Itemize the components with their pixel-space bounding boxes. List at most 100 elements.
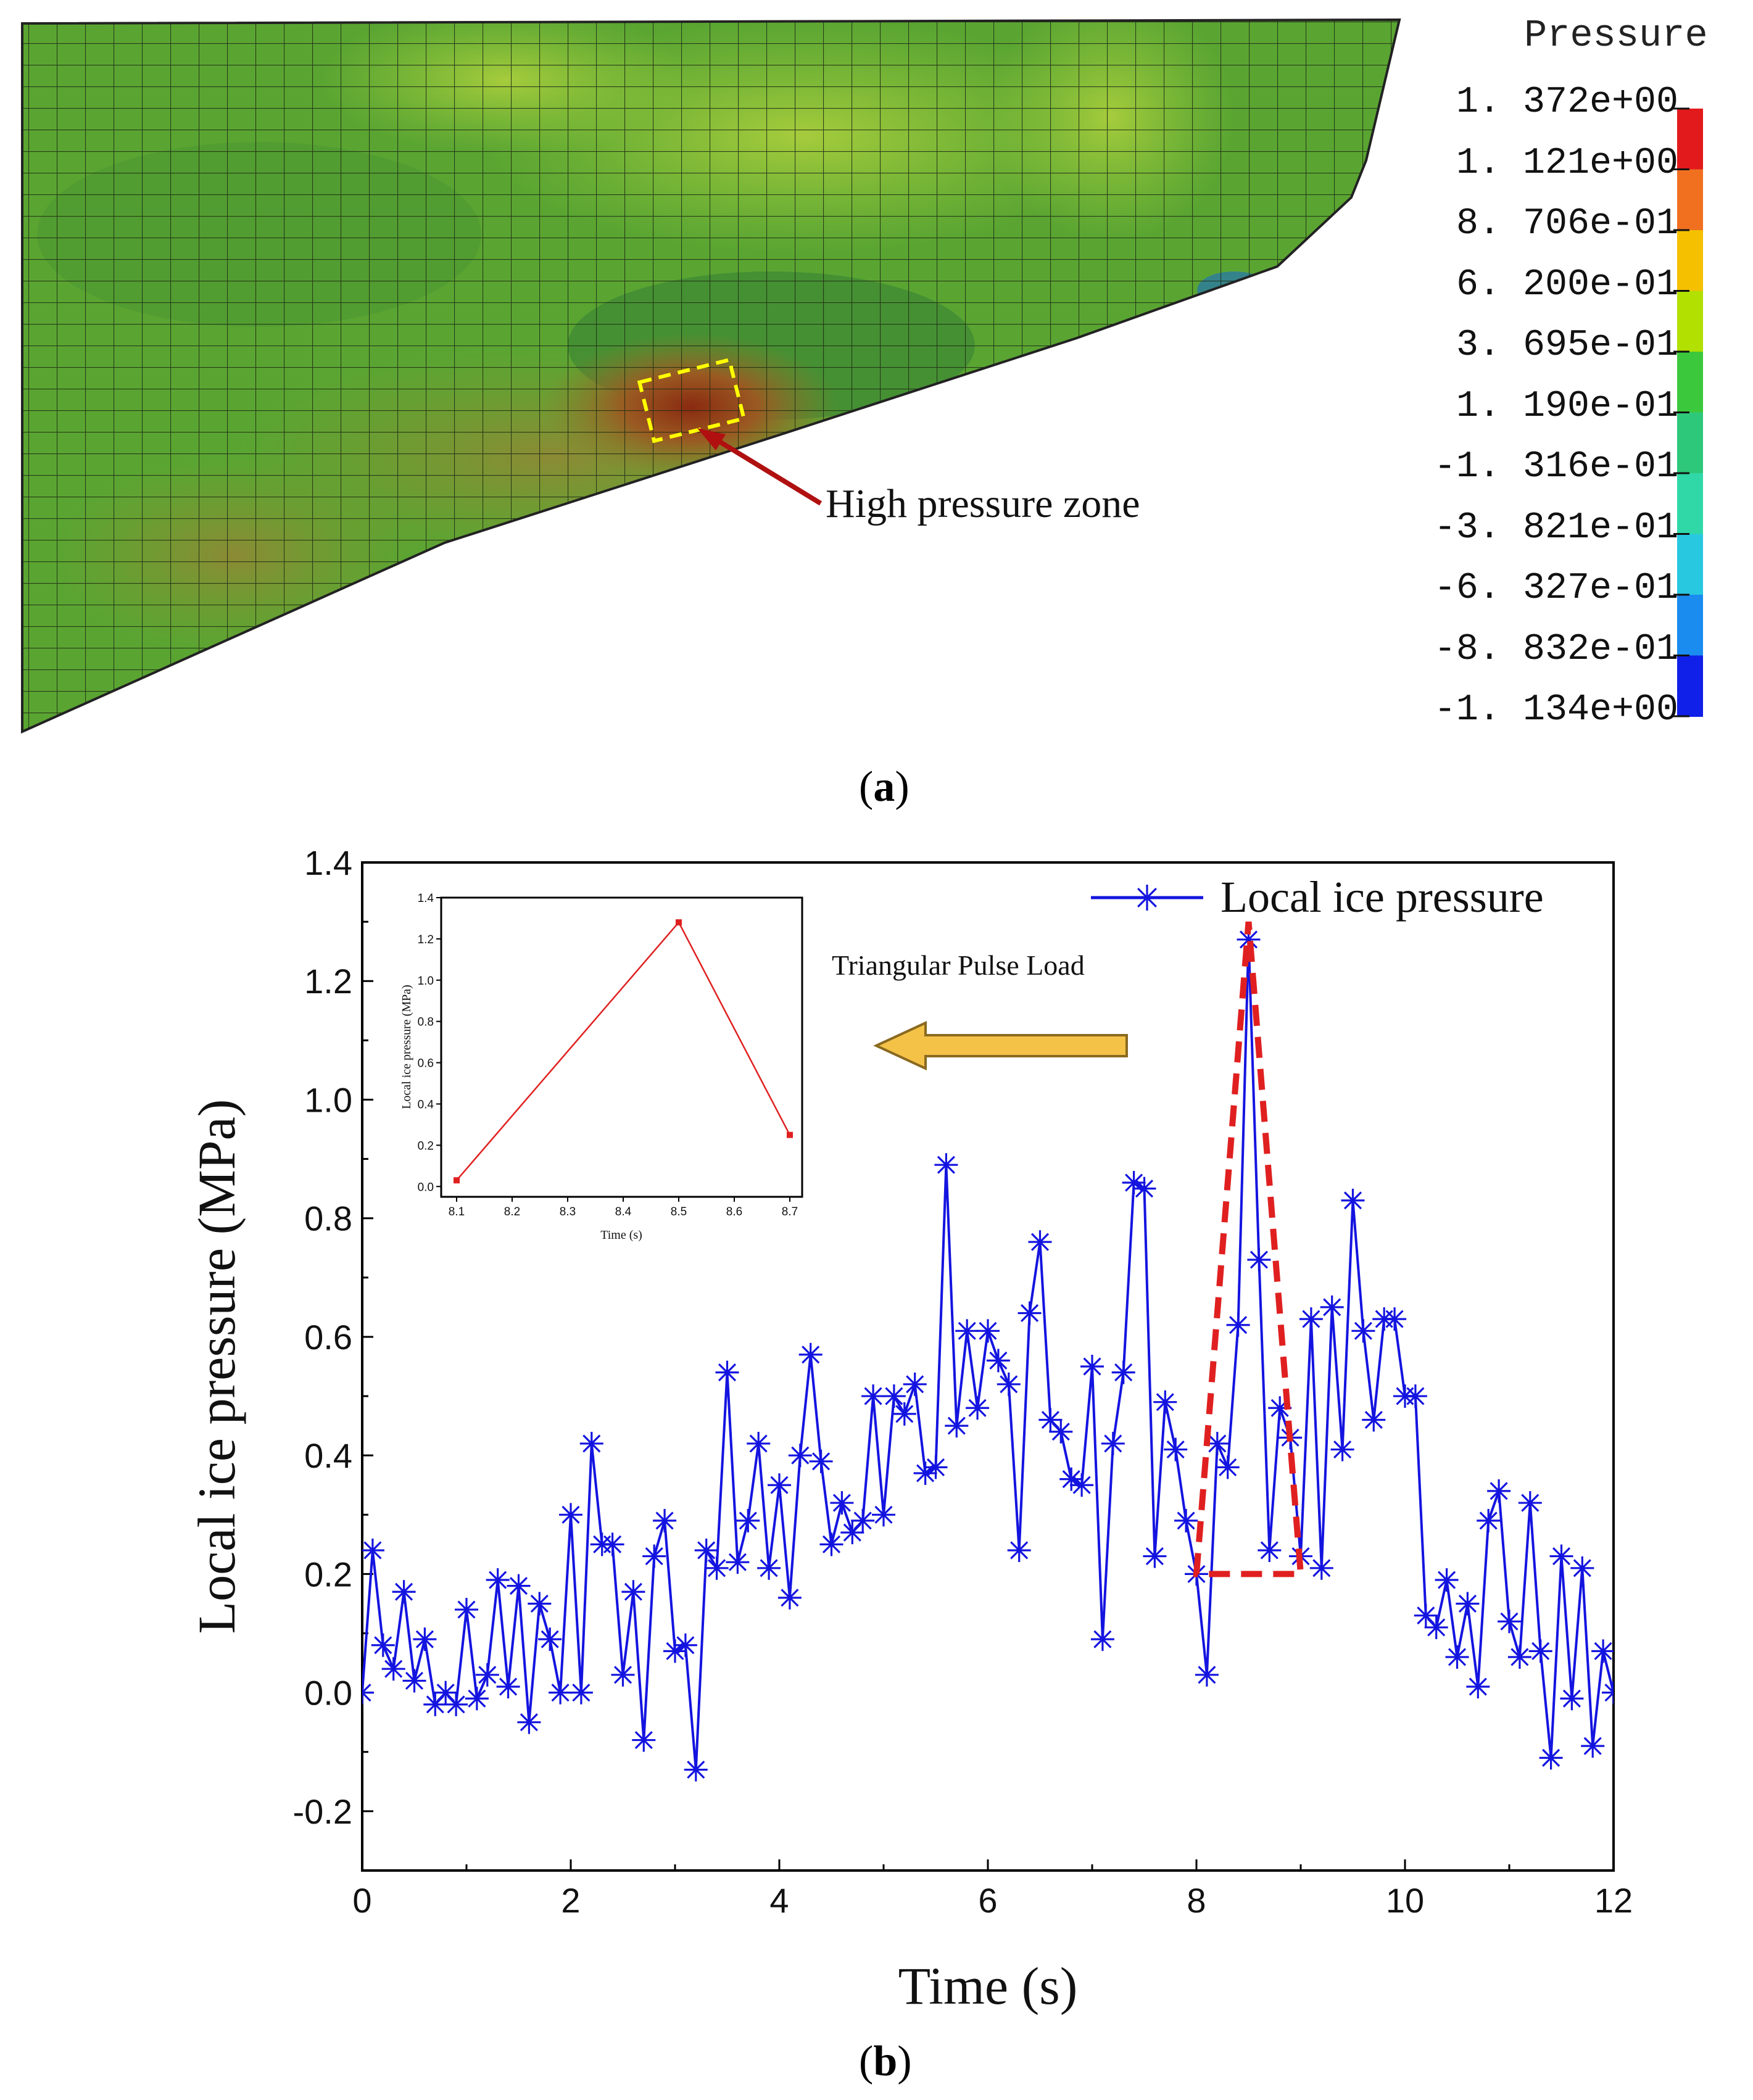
x-axis-label: Time (s) [898,1956,1078,2015]
data-point [1101,1431,1125,1455]
inset-x-label: Time (s) [600,1228,642,1242]
inset-axes: 8.1 8.2 8.3 8.4 8.5 8.6 8.7 0.0 0.2 0.4 0.6 0.8 1.0 1… [418,892,798,1218]
data-point [747,1431,771,1455]
data-point [705,1556,729,1580]
data-point [1445,1645,1469,1669]
annotation-arrow [708,433,823,506]
data-point [997,1372,1021,1396]
inset-y-tick-label: 0.0 [418,1181,434,1194]
data-point [986,1349,1010,1373]
data-point [892,1402,916,1426]
data-point [1111,1360,1135,1384]
legend-value: 3. 695e-01 [1456,325,1678,366]
data-point [757,1556,781,1580]
data-point [1581,1734,1605,1758]
data-point [1591,1639,1614,1663]
inset-y-tick-label: 0.6 [418,1057,434,1070]
data-point [1090,1627,1114,1651]
data-point [1414,1603,1438,1627]
data-point [1174,1508,1198,1532]
x-tick-label: 6 [978,1881,997,1920]
data-point [736,1508,760,1532]
caption-a: (a) [859,763,910,811]
data-point [1153,1390,1177,1414]
inset-x-tick-label: 8.1 [449,1205,465,1218]
data-point [966,1396,990,1420]
legend-swatch [1677,291,1703,352]
data-point [1539,1746,1563,1770]
data-point [569,1680,593,1705]
pressure-color-legend [1673,107,1703,717]
data-point [434,1680,458,1705]
y-tick-label: 0.2 [304,1555,352,1594]
data-point [1017,1301,1042,1325]
data-point [1560,1687,1584,1711]
y-tick-label: 0.4 [304,1436,352,1475]
legend-value: 1. 372e+00 [1456,81,1678,123]
data-point [715,1360,739,1384]
legend-value: -6. 327e-01 [1433,568,1678,610]
legend-swatch [1677,412,1703,474]
data-point [851,1508,875,1532]
inset-y-label: Local ice pressure (MPa) [400,985,413,1109]
data-point [465,1687,489,1711]
data-point [611,1663,635,1687]
data-point [955,1319,979,1343]
inset-y-tick-label: 0.2 [418,1139,434,1152]
data-point [924,1455,948,1479]
inset-series [454,919,793,1184]
y-tick-label: -0.2 [293,1792,353,1831]
legend-swatch [1677,169,1703,231]
data-point [455,1598,478,1622]
inset-y-tick-label: 1.2 [418,933,434,946]
data-point [381,1657,405,1681]
legend-value: -8. 832e-01 [1433,628,1678,671]
data-point [632,1728,656,1752]
data-point [1498,1610,1521,1634]
data-point [777,1585,802,1610]
data-point [1570,1556,1594,1580]
data-point [1362,1408,1386,1432]
inset-y-tick-label: 1.0 [418,975,434,988]
data-point [1424,1615,1448,1639]
data-point [1320,1295,1344,1319]
data-point [1028,1230,1052,1254]
data-point [1080,1355,1104,1378]
x-tick-label: 0 [352,1881,371,1920]
data-point [653,1508,677,1532]
data-point [507,1574,531,1598]
hull-contour-panel: High pressure zone [21,18,1401,734]
inset-x-tick-label: 8.5 [671,1205,687,1218]
caption-a-letter: a [873,763,895,811]
x-tick-label: 8 [1187,1881,1206,1920]
data-point [1403,1384,1427,1408]
inset-point [787,1131,793,1138]
data-point [673,1633,697,1657]
data-point [1216,1455,1240,1479]
data-point [528,1592,552,1616]
data-point [1528,1639,1552,1663]
legend-value: 1. 121e+00 [1456,142,1678,184]
data-point [1351,1319,1375,1343]
y-tick-label: 0.8 [304,1199,352,1238]
inset-y-tick-label: 0.8 [418,1016,434,1029]
data-point [726,1550,750,1574]
chart-legend: Local ice pressure [1091,872,1544,922]
data-point [362,1680,374,1705]
legend-value: -3. 821e-01 [1433,506,1678,549]
data-point [1195,1663,1219,1687]
triangular-pulse-outline [1193,921,1304,1577]
data-point [423,1692,447,1716]
data-point [788,1444,812,1468]
data-point [1487,1479,1511,1503]
inset-point [676,919,682,926]
data-point [517,1710,541,1734]
data-point [496,1675,520,1699]
data-point [1247,1247,1271,1271]
legend-swatch [1677,352,1703,413]
data-point [1143,1544,1167,1568]
data-point [1477,1508,1501,1532]
data-point [840,1521,864,1545]
inset-x-tick-label: 8.2 [504,1205,520,1218]
data-point [1049,1420,1073,1444]
